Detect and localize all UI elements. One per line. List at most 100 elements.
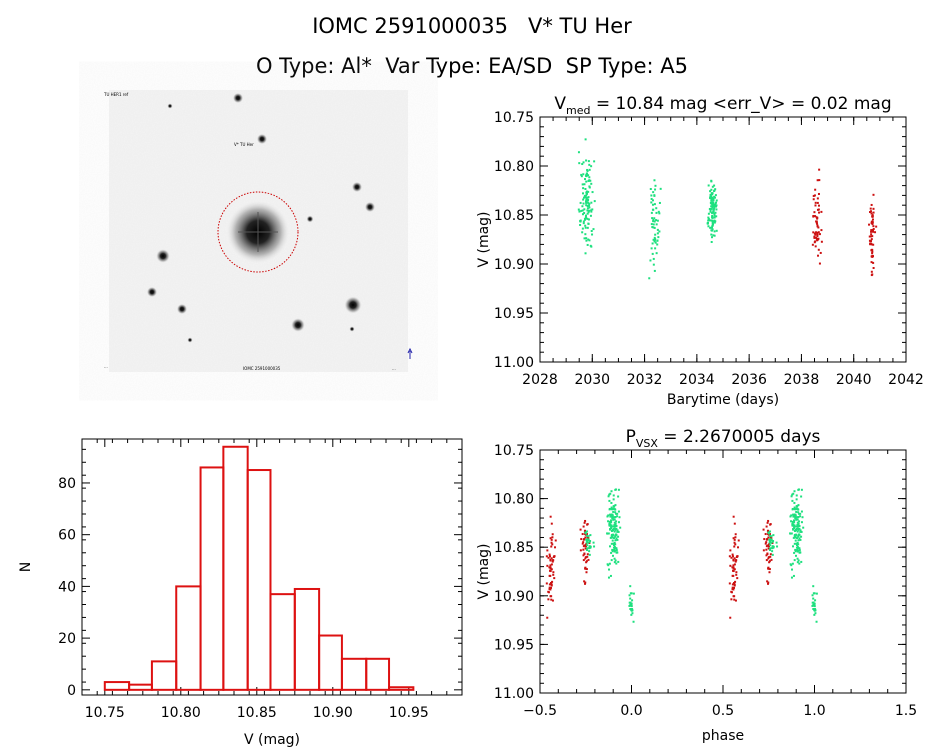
data-point — [589, 179, 592, 182]
data-point — [818, 233, 821, 236]
data-point — [731, 583, 734, 586]
data-point — [794, 513, 797, 516]
target-marker-label: V* TU Her — [234, 142, 254, 147]
data-point — [767, 556, 770, 559]
data-point — [610, 533, 613, 536]
data-point — [616, 530, 619, 533]
data-point — [797, 559, 800, 562]
data-point — [584, 567, 587, 570]
data-point — [767, 536, 770, 539]
data-point — [733, 545, 736, 548]
data-point — [585, 194, 588, 197]
data-point — [584, 519, 587, 522]
data-point — [589, 244, 592, 247]
histogram-bar — [128, 683, 153, 691]
histogram-bar — [199, 466, 225, 691]
data-point — [651, 217, 654, 220]
data-point — [592, 541, 595, 544]
chart-subtitle: O Type: Al* Var Type: EA/SD SP Type: A5 — [255, 54, 689, 78]
data-point — [799, 529, 802, 532]
data-point — [814, 233, 817, 236]
data-point — [582, 220, 585, 223]
data-point — [712, 234, 715, 237]
data-point — [614, 511, 617, 514]
data-point — [792, 519, 795, 522]
data-point — [551, 560, 554, 563]
data-point — [587, 160, 590, 163]
data-point — [554, 539, 557, 542]
data-point — [554, 546, 557, 549]
data-point — [797, 511, 800, 514]
data-point — [793, 506, 796, 509]
data-point — [590, 230, 593, 233]
data-point — [591, 208, 594, 211]
data-point — [615, 524, 618, 527]
data-point — [707, 221, 710, 224]
data-point — [790, 532, 793, 535]
data-point — [795, 542, 798, 545]
data-point — [585, 214, 588, 217]
data-point — [588, 163, 591, 166]
data-point — [813, 603, 816, 606]
data-point — [613, 548, 616, 551]
data-point — [868, 235, 871, 238]
chart-title: IOMC 2591000035 V* TU Her — [312, 14, 632, 38]
data-point — [729, 564, 732, 567]
data-point — [587, 558, 590, 561]
data-point — [617, 495, 620, 498]
field-star — [167, 103, 173, 109]
data-point — [648, 277, 651, 280]
data-point — [814, 236, 817, 239]
data-point — [733, 583, 736, 586]
data-point — [870, 270, 873, 273]
data-point — [872, 243, 875, 246]
data-point — [728, 555, 731, 558]
data-point — [712, 203, 715, 206]
data-point — [588, 553, 591, 556]
data-point — [631, 612, 634, 615]
data-point — [587, 174, 590, 177]
data-point — [792, 545, 795, 548]
data-point — [586, 169, 589, 172]
data-point — [709, 210, 712, 213]
data-point — [791, 568, 794, 571]
data-point — [737, 546, 740, 549]
data-point — [588, 209, 591, 212]
data-point — [813, 232, 816, 235]
image-corner-label: TU HER1 ref — [103, 92, 129, 97]
data-point — [584, 188, 587, 191]
data-point — [872, 266, 875, 269]
data-point — [585, 568, 588, 571]
data-point — [585, 538, 588, 541]
data-point — [628, 604, 631, 607]
data-point — [791, 507, 794, 510]
data-point — [765, 545, 768, 548]
data-point — [593, 200, 596, 203]
data-point — [734, 536, 737, 539]
data-point — [766, 521, 769, 524]
data-point — [585, 204, 588, 207]
data-point — [764, 533, 767, 536]
data-point — [586, 549, 589, 552]
data-point — [656, 239, 659, 242]
data-point — [714, 205, 717, 208]
data-point — [813, 235, 816, 238]
data-point — [798, 533, 801, 536]
data-point — [813, 236, 816, 239]
data-point — [708, 207, 711, 210]
data-point — [617, 530, 620, 533]
data-point — [548, 566, 551, 569]
data-point — [547, 556, 550, 559]
data-point — [772, 540, 775, 543]
data-point — [772, 534, 775, 537]
data-point — [766, 580, 769, 583]
data-point — [714, 204, 717, 207]
data-point — [770, 538, 773, 541]
data-point — [817, 237, 820, 240]
data-point — [652, 238, 655, 241]
data-point — [628, 594, 631, 597]
data-point — [613, 550, 616, 553]
data-point — [734, 533, 737, 536]
x-tick-label: 10.95 — [389, 705, 429, 721]
x-tick-label: 0.5 — [712, 703, 734, 719]
